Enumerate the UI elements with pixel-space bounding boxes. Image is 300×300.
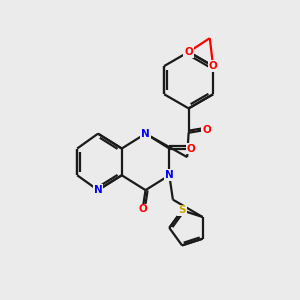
Text: O: O bbox=[186, 143, 195, 154]
Text: O: O bbox=[138, 204, 147, 214]
Text: N: N bbox=[94, 185, 102, 195]
Text: N: N bbox=[141, 129, 150, 139]
Text: O: O bbox=[202, 125, 211, 135]
Text: O: O bbox=[184, 47, 193, 57]
Text: N: N bbox=[165, 170, 174, 180]
Text: S: S bbox=[178, 205, 186, 215]
Text: O: O bbox=[209, 61, 218, 71]
